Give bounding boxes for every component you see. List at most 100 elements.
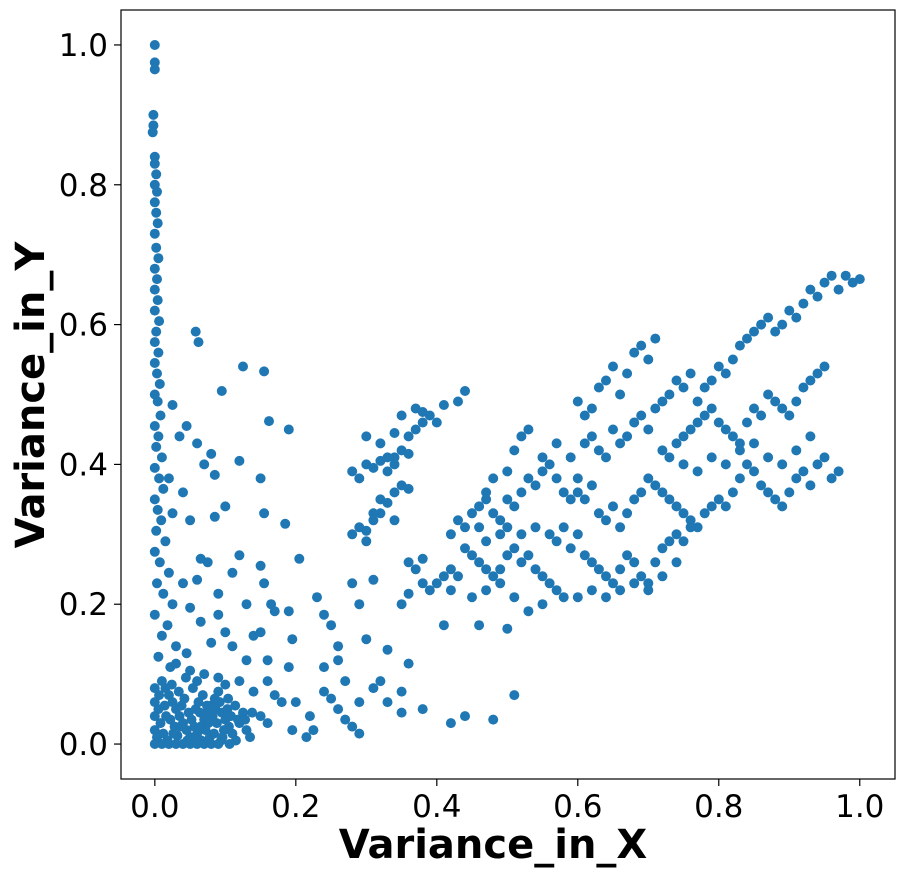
data-point bbox=[629, 417, 640, 428]
data-point bbox=[445, 529, 456, 540]
data-point bbox=[382, 644, 393, 655]
data-point bbox=[833, 284, 844, 295]
data-point bbox=[629, 578, 640, 589]
data-point bbox=[151, 242, 162, 253]
data-point bbox=[643, 578, 654, 589]
data-point bbox=[664, 536, 675, 547]
data-point bbox=[149, 64, 160, 75]
data-point bbox=[826, 270, 837, 281]
data-point bbox=[798, 466, 809, 477]
data-point bbox=[347, 529, 358, 540]
data-point bbox=[586, 403, 597, 414]
data-point bbox=[438, 400, 449, 410]
data-point bbox=[615, 389, 626, 400]
data-point bbox=[516, 431, 527, 442]
data-point bbox=[537, 599, 548, 610]
data-point bbox=[558, 592, 569, 603]
data-point bbox=[209, 728, 219, 739]
data-point bbox=[784, 305, 795, 316]
data-point bbox=[149, 305, 160, 316]
data-point bbox=[424, 585, 435, 596]
data-point bbox=[481, 564, 492, 575]
data-point bbox=[516, 529, 527, 540]
data-point bbox=[417, 553, 428, 564]
data-point bbox=[245, 732, 255, 743]
data-point bbox=[361, 536, 372, 547]
data-point bbox=[537, 466, 548, 477]
data-point bbox=[657, 445, 668, 456]
data-point bbox=[375, 676, 386, 687]
data-point bbox=[734, 445, 745, 456]
data-point bbox=[333, 641, 344, 652]
data-point bbox=[162, 620, 173, 631]
data-point bbox=[636, 571, 647, 582]
data-point bbox=[187, 683, 198, 694]
data-point bbox=[530, 522, 541, 533]
data-point bbox=[192, 574, 203, 585]
data-point bbox=[537, 571, 548, 582]
data-point bbox=[223, 693, 234, 704]
data-point bbox=[763, 487, 774, 498]
data-point bbox=[255, 473, 266, 484]
data-point bbox=[155, 718, 166, 729]
data-point bbox=[199, 669, 210, 680]
data-point bbox=[319, 609, 329, 620]
data-point bbox=[488, 714, 499, 725]
data-point bbox=[854, 274, 865, 285]
data-point bbox=[193, 337, 204, 348]
data-point bbox=[203, 718, 214, 729]
data-point bbox=[149, 609, 160, 620]
data-point bbox=[158, 483, 169, 494]
data-point bbox=[190, 326, 201, 337]
data-point bbox=[241, 599, 252, 610]
data-point bbox=[565, 543, 576, 554]
data-point bbox=[262, 718, 273, 729]
data-point bbox=[516, 557, 527, 568]
data-point bbox=[453, 571, 463, 582]
data-point bbox=[206, 448, 217, 459]
data-point bbox=[213, 609, 224, 620]
data-point bbox=[537, 452, 548, 463]
data-point bbox=[280, 518, 291, 529]
data-point bbox=[805, 375, 816, 386]
data-point bbox=[678, 508, 689, 519]
data-point bbox=[202, 700, 212, 711]
data-point bbox=[166, 679, 177, 690]
data-point bbox=[163, 739, 174, 749]
data-point bbox=[149, 284, 160, 295]
data-point bbox=[685, 515, 696, 526]
data-point bbox=[622, 508, 633, 519]
data-point bbox=[467, 508, 477, 519]
data-point bbox=[151, 169, 162, 180]
data-point bbox=[565, 494, 576, 505]
data-point bbox=[460, 522, 470, 533]
data-point bbox=[509, 445, 520, 456]
data-point bbox=[706, 375, 717, 386]
data-point bbox=[727, 487, 738, 498]
data-point bbox=[706, 452, 717, 463]
data-point bbox=[777, 403, 788, 414]
data-point bbox=[149, 711, 160, 722]
data-point bbox=[326, 620, 337, 631]
data-point bbox=[403, 658, 414, 669]
data-point bbox=[149, 546, 160, 557]
data-point bbox=[713, 494, 724, 505]
data-point bbox=[375, 494, 386, 505]
data-point bbox=[474, 501, 485, 512]
data-point bbox=[481, 536, 492, 547]
data-point bbox=[777, 501, 788, 512]
data-point bbox=[593, 445, 604, 456]
data-point bbox=[629, 557, 640, 568]
y-tick-label: 0.8 bbox=[59, 168, 108, 204]
data-point bbox=[608, 361, 618, 372]
data-point bbox=[593, 564, 604, 575]
data-point bbox=[720, 424, 731, 435]
data-point bbox=[206, 739, 217, 749]
data-point bbox=[636, 410, 647, 421]
y-tick-label: 0.6 bbox=[59, 308, 108, 344]
data-point bbox=[181, 648, 192, 659]
data-point bbox=[685, 522, 696, 533]
data-point bbox=[389, 428, 400, 438]
